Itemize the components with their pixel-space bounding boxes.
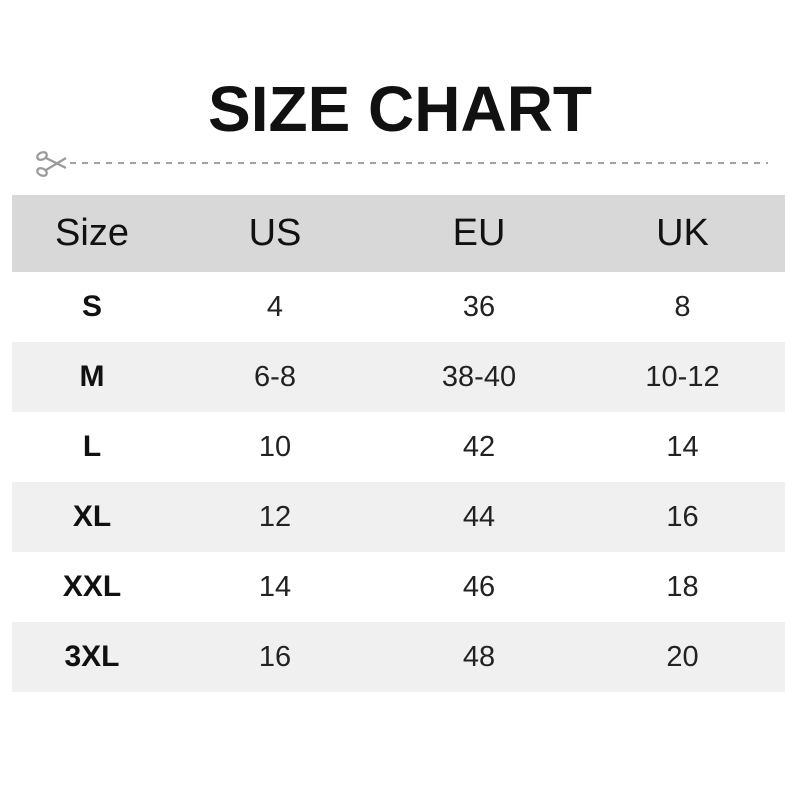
eu-cell: 48 <box>462 640 496 673</box>
table-row: S 4 36 8 <box>12 272 785 342</box>
cut-line <box>36 151 768 177</box>
header-us: US <box>248 212 302 254</box>
table-row: L 10 42 14 <box>12 412 785 482</box>
uk-cell: 20 <box>666 640 699 673</box>
size-cell: XL <box>72 500 112 533</box>
uk-cell: 18 <box>666 570 699 603</box>
page-title: SIZE CHART <box>208 73 592 145</box>
us-cell: 10 <box>258 430 292 463</box>
header-size: Size <box>55 212 129 254</box>
size-cell: L <box>82 430 102 463</box>
size-table: Size US EU UK S 4 36 8 M 6-8 38-40 10-12… <box>12 195 785 692</box>
eu-cell: 38-40 <box>441 360 517 393</box>
table-header-row: Size US EU UK <box>12 195 785 272</box>
uk-cell: 10-12 <box>645 360 720 393</box>
size-cell: S <box>81 290 102 323</box>
scissors-icon <box>36 151 67 177</box>
header-eu: EU <box>452 212 506 254</box>
us-cell: 14 <box>258 570 292 603</box>
size-cell: XXL <box>62 570 122 603</box>
eu-cell: 46 <box>462 570 496 603</box>
table-row: 3XL 16 48 20 <box>12 622 785 692</box>
us-cell: 6-8 <box>254 360 296 393</box>
eu-cell: 42 <box>462 430 496 463</box>
us-cell: 12 <box>258 500 292 533</box>
us-cell: 4 <box>266 290 284 323</box>
uk-cell: 8 <box>674 290 691 323</box>
eu-cell: 44 <box>462 500 496 533</box>
uk-cell: 14 <box>666 430 699 463</box>
table-row: XXL 14 46 18 <box>12 552 785 622</box>
eu-cell: 36 <box>462 290 496 323</box>
uk-cell: 16 <box>666 500 699 533</box>
us-cell: 16 <box>258 640 292 673</box>
header-uk: UK <box>656 212 709 254</box>
size-cell: 3XL <box>64 640 120 673</box>
table-row: XL 12 44 16 <box>12 482 785 552</box>
size-cell: M <box>79 360 105 393</box>
table-row: M 6-8 38-40 10-12 <box>12 342 785 412</box>
